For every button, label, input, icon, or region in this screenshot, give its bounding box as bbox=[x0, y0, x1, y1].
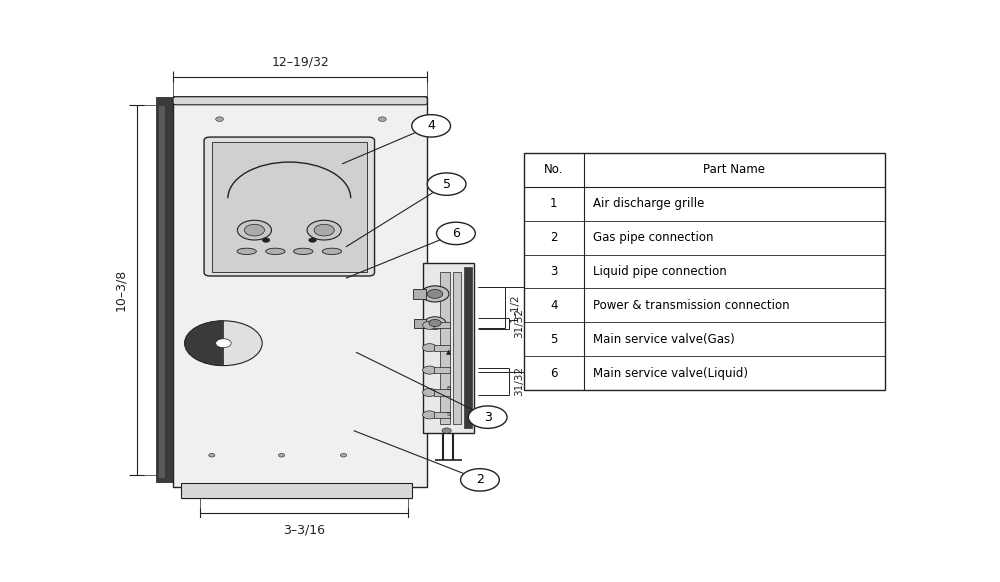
Circle shape bbox=[216, 117, 223, 122]
Circle shape bbox=[468, 406, 507, 428]
Circle shape bbox=[262, 238, 270, 242]
Text: Main service valve(Liquid): Main service valve(Liquid) bbox=[593, 367, 748, 380]
Ellipse shape bbox=[237, 248, 256, 254]
Bar bbox=[434, 367, 450, 373]
Text: 1: 1 bbox=[550, 197, 558, 210]
Ellipse shape bbox=[266, 248, 285, 254]
Bar bbox=[524, 152, 885, 391]
Text: Part Name: Part Name bbox=[703, 163, 765, 176]
FancyBboxPatch shape bbox=[204, 137, 375, 276]
Text: 2–15/16: 2–15/16 bbox=[533, 309, 543, 351]
Bar bbox=[440, 271, 450, 424]
Text: 31/32: 31/32 bbox=[514, 366, 524, 396]
Text: Liquid pipe connection: Liquid pipe connection bbox=[593, 265, 727, 278]
Circle shape bbox=[314, 224, 334, 236]
Ellipse shape bbox=[294, 248, 313, 254]
Text: Power & transmission connection: Power & transmission connection bbox=[593, 299, 790, 312]
Ellipse shape bbox=[322, 248, 342, 254]
Text: 3: 3 bbox=[550, 265, 558, 278]
Circle shape bbox=[423, 388, 437, 396]
Circle shape bbox=[423, 411, 437, 419]
Text: 2: 2 bbox=[476, 473, 484, 487]
Circle shape bbox=[378, 117, 386, 122]
Circle shape bbox=[427, 289, 443, 299]
Circle shape bbox=[423, 366, 437, 374]
Circle shape bbox=[427, 173, 466, 196]
Bar bbox=[434, 389, 450, 396]
Circle shape bbox=[307, 220, 341, 240]
Text: 1–1/2: 1–1/2 bbox=[510, 293, 520, 322]
Circle shape bbox=[309, 238, 316, 242]
Circle shape bbox=[437, 222, 475, 244]
Bar bbox=[414, 318, 426, 328]
Circle shape bbox=[216, 339, 231, 347]
Circle shape bbox=[340, 453, 347, 457]
Text: No.: No. bbox=[544, 163, 564, 176]
Text: S: S bbox=[446, 413, 450, 417]
Text: 6: 6 bbox=[452, 227, 460, 240]
Text: 3–3/16: 3–3/16 bbox=[283, 523, 325, 537]
Bar bbox=[173, 97, 427, 487]
Text: B: B bbox=[446, 385, 450, 391]
Bar bbox=[434, 412, 450, 418]
Text: ▲: ▲ bbox=[445, 349, 451, 355]
Text: 31/32: 31/32 bbox=[514, 308, 524, 338]
Bar bbox=[423, 262, 474, 433]
Bar bbox=[413, 289, 426, 299]
Text: 10–3/8: 10–3/8 bbox=[114, 269, 127, 311]
Circle shape bbox=[429, 320, 441, 327]
Text: 2: 2 bbox=[550, 231, 558, 244]
Text: 12–19/32: 12–19/32 bbox=[271, 55, 329, 69]
Circle shape bbox=[209, 453, 215, 457]
Text: 4: 4 bbox=[427, 119, 435, 132]
Circle shape bbox=[442, 428, 451, 433]
Text: Air discharge grille: Air discharge grille bbox=[593, 197, 704, 210]
Circle shape bbox=[424, 317, 446, 329]
Text: 5: 5 bbox=[443, 178, 451, 191]
Circle shape bbox=[278, 453, 285, 457]
Bar bbox=[181, 484, 412, 498]
Bar bbox=[159, 106, 165, 478]
Bar bbox=[434, 345, 450, 351]
FancyBboxPatch shape bbox=[173, 97, 427, 105]
Circle shape bbox=[423, 321, 437, 329]
Circle shape bbox=[412, 115, 450, 137]
Text: 3: 3 bbox=[484, 411, 492, 424]
Text: Main service valve(Gas): Main service valve(Gas) bbox=[593, 333, 735, 346]
Text: 5: 5 bbox=[550, 333, 558, 346]
Text: Gas pipe connection: Gas pipe connection bbox=[593, 231, 713, 244]
Circle shape bbox=[185, 321, 262, 365]
Circle shape bbox=[423, 343, 437, 352]
Circle shape bbox=[237, 220, 271, 240]
Wedge shape bbox=[185, 321, 223, 365]
Circle shape bbox=[244, 224, 265, 236]
Bar bbox=[453, 271, 461, 424]
Bar bbox=[434, 322, 450, 328]
Bar bbox=[212, 141, 367, 271]
Text: 6: 6 bbox=[550, 367, 558, 380]
Bar bbox=[464, 267, 472, 428]
Circle shape bbox=[461, 469, 499, 491]
Circle shape bbox=[421, 286, 449, 302]
Text: 4: 4 bbox=[550, 299, 558, 312]
Bar bbox=[156, 97, 173, 482]
